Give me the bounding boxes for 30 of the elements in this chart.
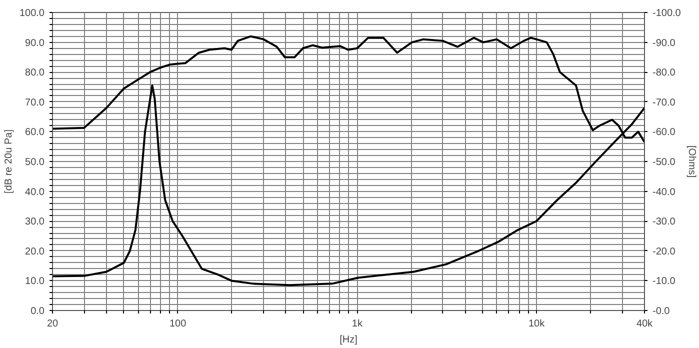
y-tick-label: 30.0 xyxy=(25,216,45,228)
y2-tick-label: -50.0 xyxy=(652,157,676,168)
y-tick-label: 90.0 xyxy=(25,38,45,49)
y-tick-label: 0.0 xyxy=(30,306,45,317)
y-tick-label: 60.0 xyxy=(25,127,45,138)
y-tick-label: 10.0 xyxy=(25,276,45,288)
y-tick-label: 70.0 xyxy=(25,97,45,108)
y-tick-label: 20.0 xyxy=(25,246,45,258)
y2-tick-label: -40.0 xyxy=(652,186,676,198)
y-axis-title: [dB re 20u Pa] xyxy=(3,129,14,194)
y2-tick-label: -10.0 xyxy=(652,276,676,288)
y2-tick-label: -100.0 xyxy=(652,8,682,19)
x-tick-label: 10k xyxy=(528,318,546,330)
y-tick-label: 100.0 xyxy=(19,8,45,19)
x-tick-label: 100 xyxy=(170,318,187,330)
x-axis-title: [Hz] xyxy=(340,334,358,346)
y2-tick-label: -80.0 xyxy=(652,68,676,79)
y-tick-label: 80.0 xyxy=(25,68,45,79)
y2-axis-title: [Ohms] xyxy=(686,145,697,178)
y2-tick-label: -20.0 xyxy=(652,246,676,258)
y2-tick-label: -90.0 xyxy=(652,38,676,49)
y2-tick-label: -30.0 xyxy=(652,216,676,228)
x-tick-label: 20 xyxy=(46,318,58,330)
y2-tick-label: -60.0 xyxy=(652,127,676,138)
x-tick-label: 1k xyxy=(352,318,364,330)
x-tick-label: 40k xyxy=(636,318,654,330)
y2-tick-label: -70.0 xyxy=(652,97,676,108)
y-tick-label: 40.0 xyxy=(25,186,45,198)
y-tick-label: 50.0 xyxy=(25,157,45,168)
y2-tick-label: -0.0 xyxy=(652,306,670,317)
